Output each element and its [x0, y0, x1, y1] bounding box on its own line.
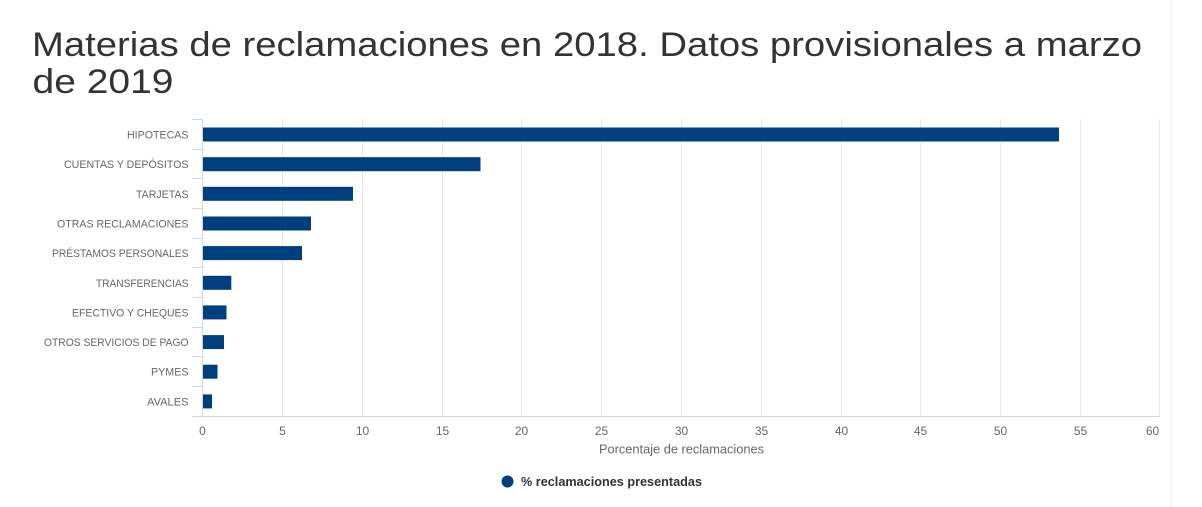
svg-text:60: 60 — [1146, 424, 1160, 438]
svg-text:0: 0 — [199, 424, 206, 438]
svg-text:15: 15 — [436, 424, 450, 438]
svg-text:PRÉSTAMOS PERSONALES: PRÉSTAMOS PERSONALES — [52, 247, 189, 260]
svg-text:Materias de reclamaciones en 2: Materias de reclamaciones en 2018. Datos… — [32, 26, 1142, 64]
svg-text:HIPOTECAS: HIPOTECAS — [127, 130, 189, 142]
svg-text:de 2019: de 2019 — [33, 63, 174, 101]
svg-text:55: 55 — [1074, 424, 1088, 438]
svg-text:TARJETAS: TARJETAS — [136, 189, 189, 201]
svg-text:TRANSFERENCIAS: TRANSFERENCIAS — [96, 278, 189, 290]
svg-text:45: 45 — [914, 424, 928, 438]
svg-text:PYMES: PYMES — [151, 367, 189, 379]
svg-text:5: 5 — [279, 424, 286, 438]
svg-text:AVALES: AVALES — [147, 396, 189, 408]
svg-text:OTRAS RECLAMACIONES: OTRAS RECLAMACIONES — [57, 219, 189, 231]
svg-text:25: 25 — [595, 424, 609, 438]
svg-text:CUENTAS Y DEPÓSITOS: CUENTAS Y DEPÓSITOS — [64, 158, 189, 171]
svg-text:% reclamaciones presentadas: % reclamaciones presentadas — [521, 474, 702, 489]
svg-text:EFECTIVO Y CHEQUES: EFECTIVO Y CHEQUES — [72, 307, 189, 319]
svg-text:35: 35 — [755, 424, 769, 438]
svg-text:40: 40 — [835, 424, 849, 438]
svg-text:OTROS SERVICIOS DE PAGO: OTROS SERVICIOS DE PAGO — [44, 337, 189, 349]
svg-text:50: 50 — [994, 424, 1008, 438]
svg-text:10: 10 — [356, 424, 370, 438]
svg-text:20: 20 — [515, 424, 529, 438]
svg-text:Porcentaje de reclamaciones: Porcentaje de reclamaciones — [599, 442, 764, 457]
svg-text:30: 30 — [675, 424, 689, 438]
